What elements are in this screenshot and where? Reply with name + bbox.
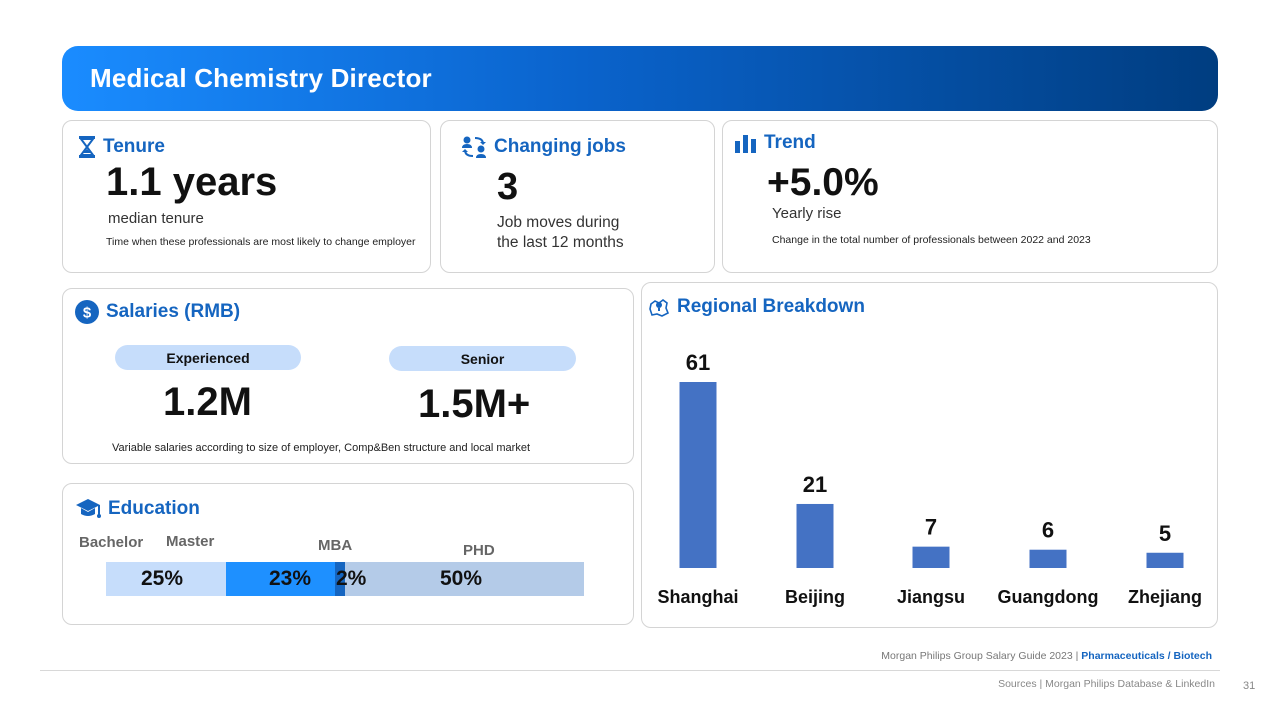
category-label-beijing: Beijing — [785, 587, 845, 607]
education-title: Education — [75, 497, 200, 521]
title-banner: Medical Chemistry Director — [62, 46, 1218, 111]
edu-segment-bachelor — [106, 562, 226, 596]
value-label-beijing: 21 — [803, 472, 827, 497]
salaries-title: $ Salaries (RMB) — [75, 300, 240, 324]
footer-guide: Morgan Philips Group Salary Guide 2023 |… — [881, 650, 1212, 662]
trend-title: Trend — [735, 132, 816, 154]
tenure-sub: median tenure — [108, 210, 204, 227]
education-card — [62, 483, 634, 625]
edu-segment-mba — [335, 562, 345, 596]
category-label-guangdong: Guangdong — [998, 587, 1099, 607]
page-number: 31 — [1243, 680, 1256, 692]
bar-guangdong — [1029, 549, 1067, 568]
trend-note: Change in the total number of profession… — [772, 234, 1091, 246]
category-label-shanghai: Shanghai — [657, 587, 738, 607]
senior-pill: Senior — [389, 346, 576, 371]
regional-title: Regional Breakdown — [648, 296, 865, 318]
value-label-guangdong: 6 — [1042, 518, 1054, 543]
salaries-note: Variable salaries according to size of e… — [112, 442, 530, 454]
salaries-label: Salaries (RMB) — [106, 301, 241, 322]
value-label-zhejiang: 5 — [1159, 521, 1171, 546]
tenure-card — [62, 120, 431, 273]
trend-sub: Yearly rise — [772, 205, 842, 222]
hourglass-icon — [78, 136, 96, 158]
experienced-value: 1.2M — [163, 380, 252, 424]
edu-pct-bachelor: 25% — [141, 567, 184, 590]
experienced-pill: Experienced — [115, 345, 301, 370]
value-label-shanghai: 61 — [686, 350, 710, 375]
edu-label-bachelor: Bachelor — [79, 534, 144, 551]
edu-segment-phd — [345, 562, 584, 596]
people-swap-icon — [461, 135, 487, 159]
svg-text:$: $ — [83, 305, 92, 322]
tenure-note: Time when these professionals are most l… — [106, 236, 416, 248]
edu-segment-master — [225, 562, 336, 596]
trend-card — [722, 120, 1218, 273]
edu-label-mba: MBA — [318, 537, 353, 554]
footer-sector: Pharmaceuticals / Biotech — [1081, 650, 1212, 662]
regional-bar-chart: 61 Shanghai 21 Beijing 7 Jiangsu 6 Guangdong 5 Zh… — [657, 350, 1202, 607]
footer-sources: Sources | Morgan Philips Database & Link… — [998, 678, 1215, 690]
bar-chart-icon — [735, 133, 757, 153]
page-title: Medical Chemistry Director — [90, 63, 432, 93]
bar-zhejiang — [1146, 552, 1184, 568]
tenure-title: Tenure — [78, 136, 165, 158]
edu-label-master: Master — [166, 533, 215, 550]
footer-divider — [40, 670, 1220, 671]
map-pin-icon — [648, 296, 670, 318]
tenure-value: 1.1 years — [106, 160, 278, 204]
edu-pct-mba: 2% — [336, 567, 367, 590]
bar-jiangsu — [912, 546, 950, 568]
footer-guide-text: Morgan Philips Group Salary Guide 2023 | — [881, 650, 1079, 662]
bar-shanghai — [679, 382, 717, 568]
value-label-jiangsu: 7 — [925, 515, 937, 540]
senior-value: 1.5M+ — [418, 382, 531, 426]
salaries-card — [62, 288, 634, 464]
jobs-title: Changing jobs — [461, 135, 626, 159]
tenure-label: Tenure — [103, 136, 165, 157]
bar-beijing — [796, 503, 834, 568]
edu-label-phd: PHD — [463, 542, 495, 559]
jobs-card — [440, 120, 715, 273]
regional-label: Regional Breakdown — [677, 296, 865, 317]
education-label: Education — [108, 498, 200, 519]
edu-pct-master: 23% — [269, 567, 312, 590]
edu-pct-phd: 50% — [440, 567, 483, 590]
trend-value: +5.0% — [767, 161, 879, 204]
jobs-value: 3 — [497, 166, 519, 208]
jobs-sub-line2: the last 12 months — [497, 234, 624, 251]
jobs-sub-line1: Job moves during — [497, 214, 620, 231]
trend-label: Trend — [764, 132, 816, 153]
category-label-jiangsu: Jiangsu — [897, 587, 965, 607]
category-label-zhejiang: Zhejiang — [1128, 587, 1202, 607]
graduation-cap-icon — [75, 497, 101, 521]
jobs-label: Changing jobs — [494, 136, 626, 157]
regional-card — [641, 282, 1218, 628]
dollar-icon: $ — [75, 300, 99, 324]
